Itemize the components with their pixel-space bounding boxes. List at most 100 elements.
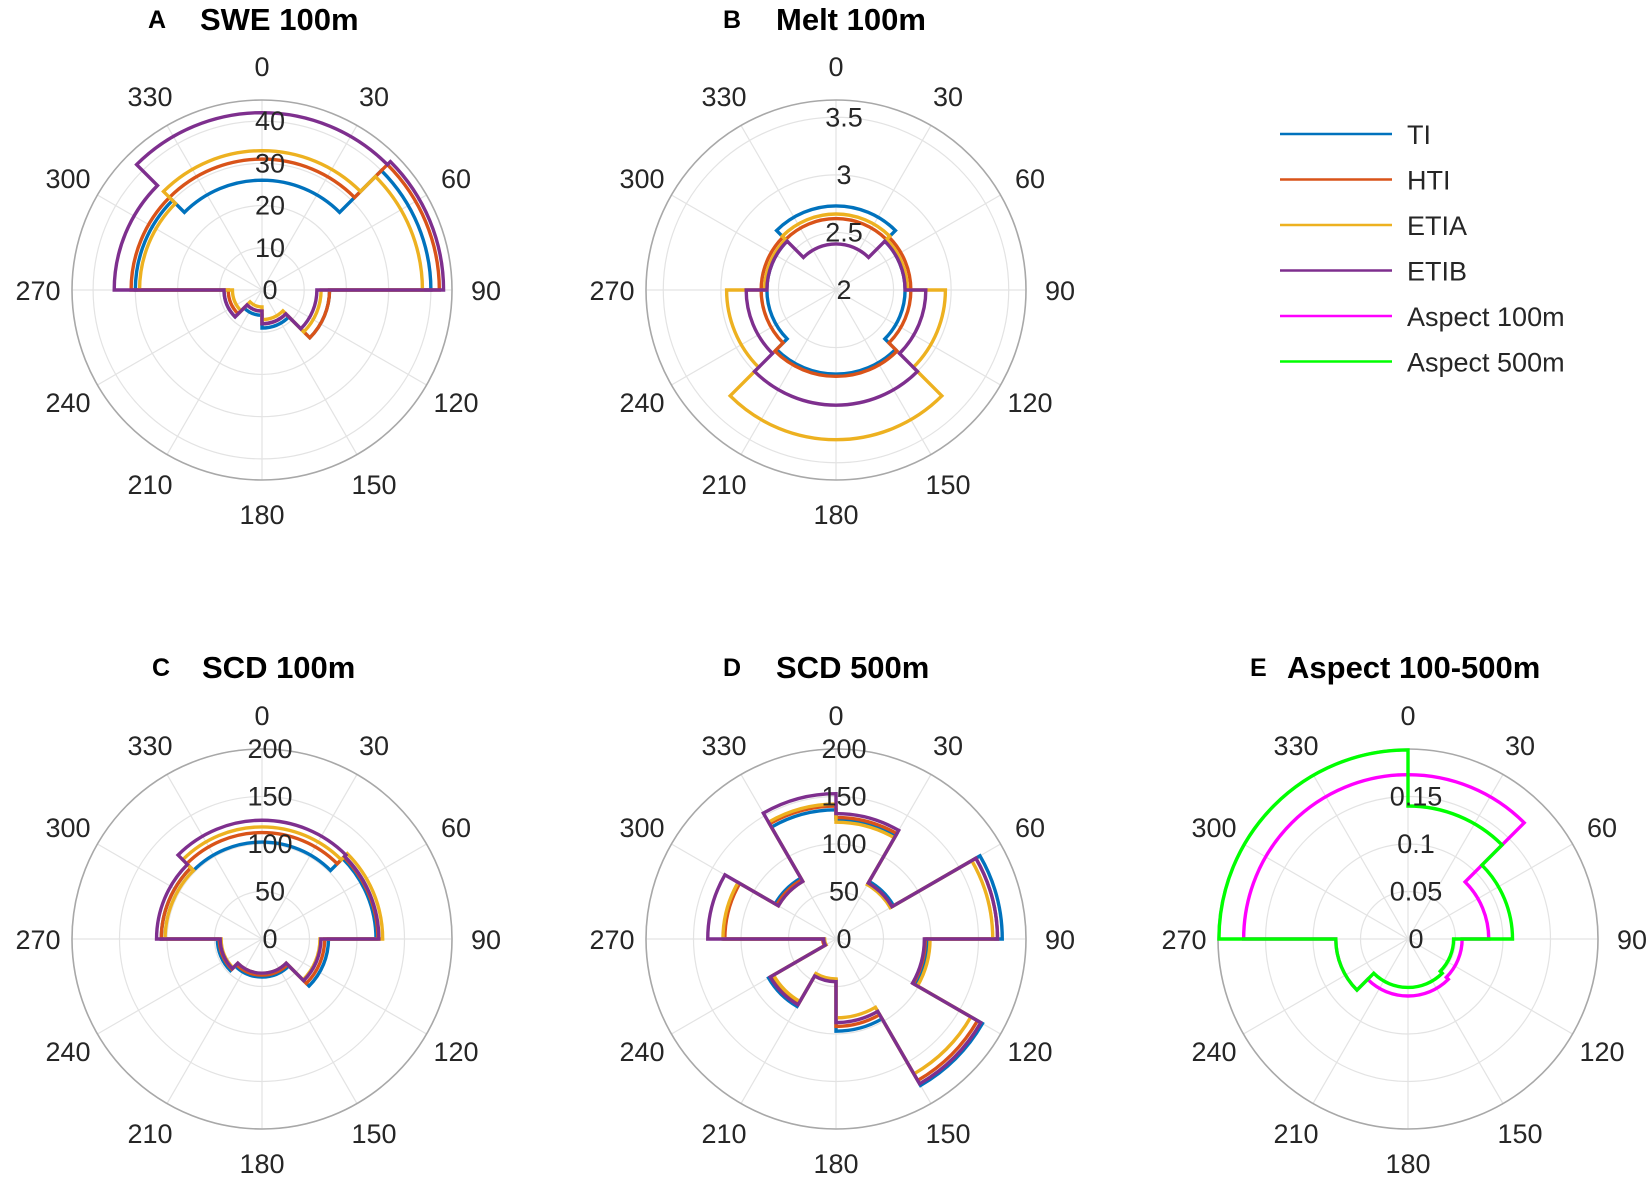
grid-spoke [166, 774, 263, 940]
theta-tick-label: 330 [127, 731, 172, 761]
panel-title: SWE 100m [200, 2, 359, 37]
theta-tick-label: 330 [127, 82, 172, 112]
r-tick-label: 0 [262, 924, 277, 954]
r-tick-label: 50 [255, 877, 285, 907]
r-tick-label: 40 [255, 106, 285, 136]
theta-tick-label: 120 [1007, 388, 1052, 418]
panel-d: D SCD 500m0501001502000306090120150180210… [589, 650, 1075, 1179]
grid-spoke [740, 125, 837, 291]
r-tick-label: 200 [247, 734, 292, 764]
theta-tick-label: 270 [589, 925, 634, 955]
legend-label: ETIB [1407, 257, 1467, 287]
grid-spoke [261, 938, 358, 1104]
panel-letter: C [152, 654, 170, 682]
r-tick-label: 150 [821, 782, 866, 812]
r-tick-label: 2.5 [825, 217, 863, 247]
grid-spoke [166, 125, 263, 291]
grid-spoke [1407, 938, 1504, 1104]
grid-spoke [166, 938, 263, 1104]
grid-spoke [97, 938, 263, 1035]
theta-tick-label: 180 [813, 1149, 858, 1179]
theta-tick-label: 180 [239, 1149, 284, 1179]
theta-tick-label: 150 [925, 1119, 970, 1149]
theta-tick-label: 30 [933, 82, 963, 112]
series-ti [133, 168, 433, 341]
theta-tick-label: 210 [1273, 1119, 1318, 1149]
theta-tick-label: 90 [1045, 925, 1075, 955]
grid-spoke [835, 194, 1001, 291]
theta-tick-label: 0 [828, 52, 843, 82]
panel-letter: B [723, 6, 741, 34]
theta-tick-label: 240 [1191, 1037, 1236, 1067]
legend-label: ETIA [1407, 211, 1467, 241]
panel-a: A SWE 100m 0 10 20 30 40 0 30 60 90 120 150 180 210 240… [15, 2, 501, 530]
grid-spoke [261, 938, 427, 1035]
theta-tick-label: 60 [441, 164, 471, 194]
panels: A SWE 100m0102030400306090120150180210240… [15, 2, 1647, 1179]
legend-label: HTI [1407, 166, 1451, 196]
theta-tick-label: 330 [1273, 731, 1318, 761]
panel-c: C SCD 100m0501001502000306090120150180210… [15, 650, 501, 1179]
theta-tick-label: 210 [127, 1119, 172, 1149]
grid-spoke [1312, 938, 1409, 1104]
theta-tick-label: 0 [1400, 701, 1415, 731]
theta-tick-label: 330 [701, 731, 746, 761]
grid-spoke [1407, 938, 1573, 1035]
panel-letter: D [723, 654, 741, 682]
grid-spoke [261, 194, 427, 291]
r-tick-label: 30 [255, 148, 285, 178]
theta-tick-label: 120 [1007, 1037, 1052, 1067]
series-etib [744, 238, 928, 407]
theta-tick-label: 150 [925, 470, 970, 500]
grid-spoke [261, 289, 427, 386]
r-tick-label: 2 [836, 275, 851, 305]
grid-spoke [261, 774, 358, 940]
theta-tick-label: 120 [1579, 1037, 1624, 1067]
grid-spoke [671, 194, 837, 291]
r-tick-label: 0 [836, 924, 851, 954]
theta-tick-label: 210 [701, 470, 746, 500]
grid-spoke [1243, 938, 1409, 1035]
theta-tick-label: 240 [619, 388, 664, 418]
theta-tick-label: 150 [351, 470, 396, 500]
r-tick-label: 100 [247, 829, 292, 859]
grid-spoke [835, 289, 932, 455]
theta-tick-label: 300 [45, 813, 90, 843]
theta-tick-label: 90 [1045, 276, 1075, 306]
outer-ring [645, 99, 1027, 481]
theta-tick-label: 150 [1497, 1119, 1542, 1149]
series-etib [706, 791, 1000, 1087]
theta-tick-label: 60 [441, 813, 471, 843]
theta-tick-label: 60 [1015, 164, 1045, 194]
theta-tick-label: 30 [1505, 731, 1535, 761]
grid-spoke [1312, 774, 1409, 940]
theta-tick-label: 210 [701, 1119, 746, 1149]
theta-tick-label: 300 [619, 164, 664, 194]
r-tick-label: 3 [836, 160, 851, 190]
grid-spoke [261, 843, 427, 940]
grid-spoke [166, 289, 263, 455]
theta-tick-label: 300 [45, 164, 90, 194]
theta-tick-label: 90 [471, 276, 501, 306]
series-etib [112, 110, 446, 332]
outer-ring [71, 99, 453, 481]
series-etia [724, 212, 948, 442]
panel-title: SCD 500m [776, 650, 929, 685]
grid-spoke [835, 125, 932, 291]
r-tick-label: 0.15 [1390, 782, 1443, 812]
panel-title: Melt 100m [776, 2, 926, 37]
legend-label: Aspect 500m [1407, 348, 1565, 378]
theta-tick-label: 30 [359, 82, 389, 112]
panel-title: Aspect 100-500m [1287, 650, 1540, 685]
r-tick-label: 20 [255, 191, 285, 221]
r-tick-label: 200 [821, 734, 866, 764]
panel-letter: E [1250, 654, 1267, 682]
grid-spoke [740, 938, 837, 1104]
theta-tick-label: 270 [589, 276, 634, 306]
legend-box [1255, 112, 1615, 402]
theta-tick-label: 30 [359, 731, 389, 761]
r-tick-label: 0.1 [1397, 829, 1435, 859]
series-hti [759, 216, 913, 379]
r-tick-label: 3.5 [825, 102, 863, 132]
